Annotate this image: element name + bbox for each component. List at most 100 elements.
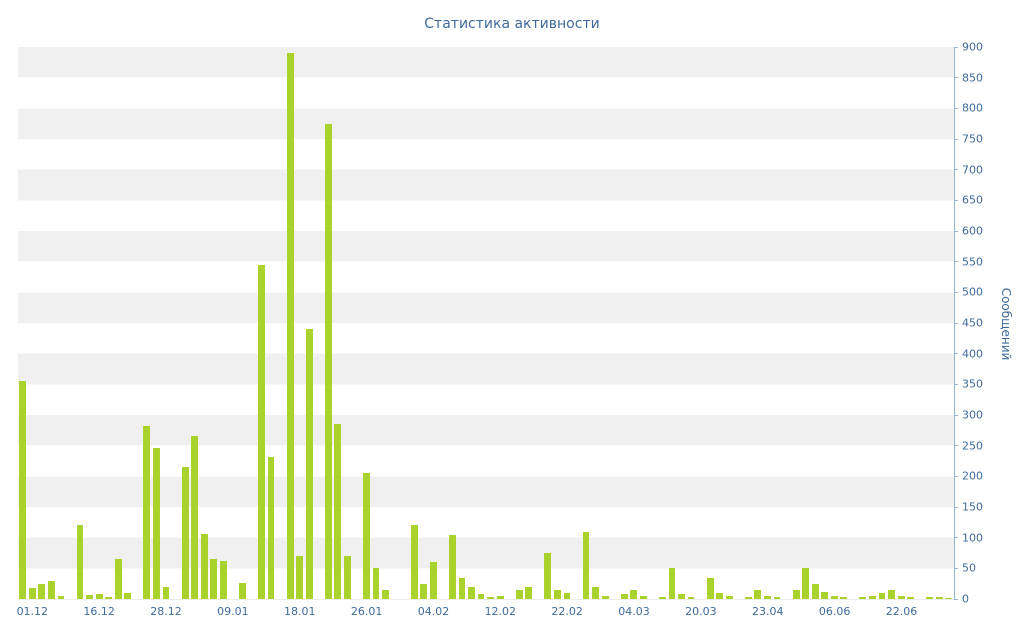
bar-slot bbox=[610, 47, 620, 599]
bar[interactable] bbox=[468, 586, 475, 599]
bar-slot bbox=[753, 47, 763, 599]
y-tick-mark bbox=[954, 567, 958, 569]
bar[interactable] bbox=[324, 123, 332, 599]
bar[interactable] bbox=[448, 534, 456, 599]
bar[interactable] bbox=[458, 577, 466, 599]
bar[interactable] bbox=[258, 264, 265, 599]
bar[interactable] bbox=[363, 473, 370, 599]
bar[interactable] bbox=[754, 589, 762, 599]
bar[interactable] bbox=[525, 586, 533, 599]
bar[interactable] bbox=[477, 594, 485, 599]
bar[interactable] bbox=[334, 423, 342, 599]
bar[interactable] bbox=[143, 426, 151, 599]
bar[interactable] bbox=[658, 597, 666, 599]
y-axis-label: 550 bbox=[962, 255, 983, 269]
bar[interactable] bbox=[153, 448, 160, 599]
bar-slot bbox=[199, 47, 209, 599]
bar[interactable] bbox=[544, 553, 552, 599]
bar[interactable] bbox=[95, 594, 103, 599]
bar[interactable] bbox=[907, 597, 915, 599]
bar[interactable] bbox=[553, 589, 561, 599]
bar[interactable] bbox=[869, 595, 876, 599]
bar[interactable] bbox=[191, 436, 199, 599]
bar[interactable] bbox=[496, 595, 504, 599]
bar[interactable] bbox=[888, 589, 895, 599]
x-axis-label: 26.01 bbox=[350, 605, 383, 618]
bar[interactable] bbox=[897, 595, 905, 599]
bar[interactable] bbox=[19, 381, 27, 599]
bar[interactable] bbox=[935, 596, 943, 599]
bar[interactable] bbox=[678, 594, 685, 599]
bar[interactable] bbox=[811, 583, 819, 599]
y-tick-mark bbox=[954, 107, 958, 109]
bar[interactable] bbox=[563, 592, 571, 599]
bar[interactable] bbox=[515, 589, 523, 599]
y-axis-label: 350 bbox=[962, 377, 983, 391]
bar[interactable] bbox=[105, 597, 113, 599]
bar[interactable] bbox=[57, 595, 65, 599]
bar[interactable] bbox=[878, 592, 886, 599]
bar[interactable] bbox=[840, 597, 848, 599]
bar[interactable] bbox=[926, 597, 934, 599]
bar[interactable] bbox=[296, 556, 304, 599]
bar[interactable] bbox=[38, 583, 46, 599]
bar[interactable] bbox=[210, 559, 218, 599]
bar[interactable] bbox=[859, 597, 867, 599]
bar[interactable] bbox=[945, 597, 953, 599]
x-axis-label: 22.02 bbox=[551, 605, 583, 618]
bar[interactable] bbox=[744, 597, 752, 599]
x-axis-label: 12.02 bbox=[484, 605, 517, 618]
bar[interactable] bbox=[668, 568, 676, 599]
bar[interactable] bbox=[124, 592, 132, 599]
bar[interactable] bbox=[305, 328, 313, 599]
bar-slot bbox=[686, 47, 696, 599]
bar[interactable] bbox=[802, 568, 810, 599]
bar[interactable] bbox=[630, 589, 638, 599]
bar[interactable] bbox=[420, 583, 428, 599]
bar[interactable] bbox=[821, 591, 829, 599]
bar[interactable] bbox=[76, 525, 84, 599]
bar[interactable] bbox=[639, 595, 647, 599]
bar[interactable] bbox=[162, 586, 170, 599]
bar[interactable] bbox=[601, 595, 609, 599]
bar[interactable] bbox=[830, 595, 838, 599]
bar[interactable] bbox=[372, 568, 380, 599]
bar[interactable] bbox=[267, 457, 275, 599]
bar[interactable] bbox=[181, 467, 189, 599]
bar-slot bbox=[600, 47, 610, 599]
bar[interactable] bbox=[716, 592, 724, 599]
bar[interactable] bbox=[410, 525, 418, 599]
bar[interactable] bbox=[687, 596, 695, 599]
bar[interactable] bbox=[382, 589, 389, 599]
bar[interactable] bbox=[286, 53, 294, 599]
bar[interactable] bbox=[582, 531, 590, 599]
bar[interactable] bbox=[773, 597, 781, 599]
bar[interactable] bbox=[28, 587, 36, 599]
x-axis-label: 04.02 bbox=[417, 605, 450, 618]
bar-slot bbox=[896, 47, 906, 599]
bar[interactable] bbox=[792, 589, 800, 599]
y-tick-mark bbox=[954, 475, 958, 477]
bar[interactable] bbox=[620, 594, 628, 599]
y-axis-label: 150 bbox=[962, 500, 983, 514]
bar[interactable] bbox=[219, 560, 227, 599]
bar[interactable] bbox=[86, 594, 94, 599]
bar[interactable] bbox=[487, 596, 494, 599]
bar-slot bbox=[543, 47, 553, 599]
bar[interactable] bbox=[114, 559, 122, 599]
bar-slot bbox=[247, 47, 257, 599]
bar[interactable] bbox=[764, 595, 771, 599]
bar[interactable] bbox=[200, 534, 208, 599]
bar[interactable] bbox=[706, 577, 714, 599]
bar[interactable] bbox=[47, 580, 55, 599]
bar[interactable] bbox=[592, 586, 600, 599]
bar[interactable] bbox=[238, 583, 246, 599]
bar[interactable] bbox=[429, 562, 437, 599]
bar-slot bbox=[238, 47, 248, 599]
y-tick-mark bbox=[954, 414, 958, 416]
bar-slot bbox=[744, 47, 754, 599]
bar[interactable] bbox=[343, 556, 351, 599]
bar-slot bbox=[944, 47, 954, 599]
bar[interactable] bbox=[725, 595, 733, 599]
y-axis-label: 500 bbox=[962, 285, 983, 299]
